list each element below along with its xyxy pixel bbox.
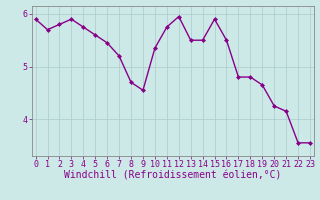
X-axis label: Windchill (Refroidissement éolien,°C): Windchill (Refroidissement éolien,°C) — [64, 171, 282, 181]
